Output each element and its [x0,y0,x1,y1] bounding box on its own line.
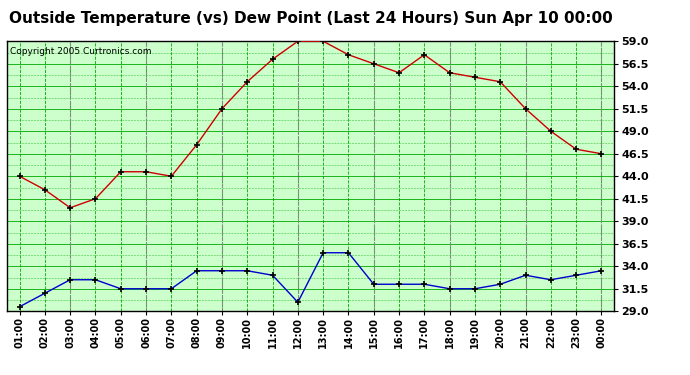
Text: Outside Temperature (vs) Dew Point (Last 24 Hours) Sun Apr 10 00:00: Outside Temperature (vs) Dew Point (Last… [8,11,613,26]
Text: Copyright 2005 Curtronics.com: Copyright 2005 Curtronics.com [10,46,151,56]
